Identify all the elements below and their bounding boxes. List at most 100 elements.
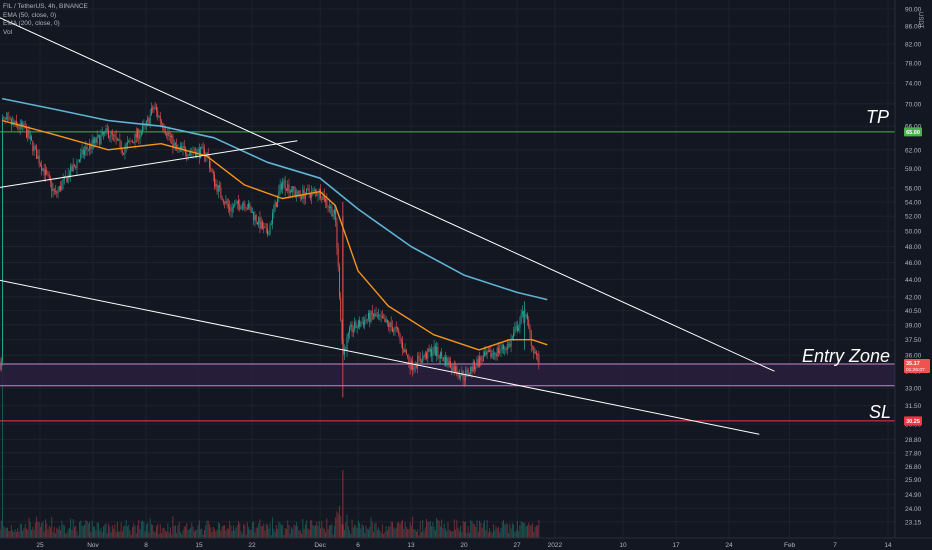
volume-bar <box>331 523 333 538</box>
candle-body <box>118 139 120 141</box>
candle-body <box>53 188 55 192</box>
volume-bar <box>427 522 429 538</box>
volume-bar <box>183 526 185 538</box>
volume-bar <box>55 533 56 538</box>
volume-bar <box>521 522 523 538</box>
candle-body <box>173 143 175 148</box>
candle-body <box>369 312 371 323</box>
volume-bar <box>450 530 451 538</box>
volume-bar <box>216 529 218 538</box>
candle-body <box>481 360 483 362</box>
candle-body <box>21 122 22 127</box>
volume-bar <box>90 531 92 538</box>
volume-bar <box>413 529 415 538</box>
candle-body <box>516 326 518 331</box>
volume-bar <box>287 520 289 538</box>
volume-bar <box>249 529 251 538</box>
candle-body <box>360 323 362 327</box>
candle-body <box>277 195 279 208</box>
candle-body <box>392 326 393 332</box>
candle-body <box>269 224 271 235</box>
time-axis[interactable]: 25 Nov 8 15 22 Dec 6 13 20 27 2022 10 17 24 Feb 7 14 <box>0 537 932 549</box>
candle-body <box>44 169 46 176</box>
horizontal-levels <box>0 131 895 422</box>
volume-bar <box>161 533 162 538</box>
candle-body <box>236 200 238 203</box>
candle-body <box>210 167 212 170</box>
legend-symbol[interactable]: FIL / TetherUS, 4h, BINANCE <box>3 3 88 10</box>
volume-bar <box>462 520 464 538</box>
volume-bar <box>134 525 136 538</box>
candle-body <box>284 180 286 190</box>
volume-bar <box>508 533 509 538</box>
volume-bar <box>400 521 402 538</box>
volume-bar <box>315 525 316 538</box>
volume-bar <box>374 523 376 538</box>
candle-body <box>499 350 501 353</box>
candle-body <box>158 116 160 117</box>
price-tick-label: 46.00 <box>905 260 922 267</box>
candle-body <box>187 155 189 157</box>
volume-bar <box>504 524 506 538</box>
volume-bar <box>125 520 127 538</box>
candle-body <box>282 181 284 190</box>
price-tick-label: 52.00 <box>905 214 922 221</box>
candle-body <box>68 174 70 178</box>
candle-body <box>337 248 339 267</box>
price-tick-label: 25.90 <box>905 477 922 484</box>
candle-body <box>375 313 377 317</box>
volume-bar <box>381 524 383 538</box>
volume-bar <box>299 530 301 538</box>
price-tick-label: 54.00 <box>905 199 922 206</box>
candle-body <box>458 374 460 378</box>
volume-bar <box>182 530 184 538</box>
candle-body <box>79 159 80 162</box>
volume-bar <box>181 534 183 538</box>
volume-bar <box>447 522 449 538</box>
candle-body <box>293 186 295 191</box>
volume-bar <box>284 528 286 538</box>
volume-bar <box>200 529 202 538</box>
candle-body <box>423 356 425 358</box>
volume-bar <box>457 527 459 538</box>
candle-body <box>113 134 115 136</box>
candle-body <box>309 193 311 198</box>
volume-bar <box>433 526 435 538</box>
volume-bar <box>456 520 458 538</box>
volume-bar <box>535 525 537 538</box>
volume-bar <box>124 525 126 538</box>
volume-bar <box>67 529 69 538</box>
candle-body <box>2 117 3 362</box>
volume-bar <box>376 529 378 538</box>
volume-bar <box>328 525 330 538</box>
candle-body <box>527 314 528 320</box>
candle-body <box>421 361 422 363</box>
volume-bar <box>260 526 262 538</box>
candle-body <box>75 166 77 169</box>
volume-bar <box>496 528 498 538</box>
volume-bar <box>414 529 416 538</box>
volume-bar <box>222 525 224 538</box>
volume-bar <box>220 530 222 538</box>
time-tick-label: 27 <box>513 542 521 549</box>
candle-body <box>10 119 12 125</box>
candle-body <box>42 168 44 171</box>
candle-body <box>137 129 138 138</box>
volume-bar <box>333 526 335 538</box>
candle-body <box>132 141 133 143</box>
volume-bar <box>240 531 242 538</box>
volume-bar <box>128 524 130 538</box>
candle-body <box>349 327 350 333</box>
candle-body <box>17 123 19 128</box>
price-tick-label: 24.00 <box>905 506 922 513</box>
legend-volume[interactable]: Vol <box>3 28 13 36</box>
price-tick-label: 27.80 <box>905 450 922 457</box>
last-price-text: 35.17 <box>906 361 920 367</box>
candle-body <box>308 189 310 194</box>
legend-ema50[interactable]: EMA (50, close, 0) <box>3 11 57 19</box>
candle-body <box>297 190 299 196</box>
legend-ema200[interactable]: EMA (200, close, 0) <box>3 20 60 27</box>
candle-body <box>455 366 456 373</box>
candle-body <box>438 355 440 359</box>
